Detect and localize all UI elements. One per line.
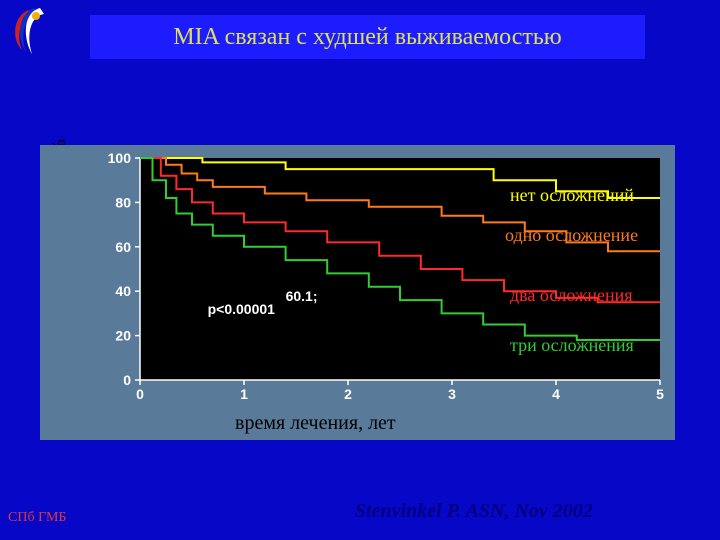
svg-text:40: 40: [115, 283, 131, 299]
slide: MIA связан с худшей выживаемостью выжива…: [0, 0, 720, 540]
svg-text:3: 3: [448, 386, 456, 402]
logo: [6, 6, 54, 64]
series-label-two-complications: два осложнения: [510, 285, 632, 306]
p-value-text: p<0.00001: [208, 301, 275, 317]
slide-title: MIA связан с худшей выживаемостью: [173, 24, 561, 51]
svg-text:0: 0: [136, 386, 144, 402]
svg-text:4: 4: [552, 386, 560, 402]
svg-text:60: 60: [115, 239, 131, 255]
svg-text:2: 2: [344, 386, 352, 402]
series-label-one-complication: одно осложнение: [505, 225, 638, 246]
svg-text:100: 100: [108, 150, 132, 166]
svg-text:1: 1: [240, 386, 248, 402]
svg-text:5: 5: [656, 386, 664, 402]
series-label-no-complications: нет осложнений: [510, 185, 634, 206]
svg-text:0: 0: [123, 372, 131, 388]
title-bar: MIA связан с худшей выживаемостью: [90, 15, 645, 59]
svg-text:20: 20: [115, 328, 131, 344]
footer-right: Stenvinkel P. ASN, Nov 2002: [355, 500, 593, 523]
p-extra-text: 60.1;: [286, 288, 318, 304]
x-axis-label: время лечения, лет: [235, 412, 396, 435]
series-label-three-complications: три осложнения: [510, 335, 634, 356]
svg-text:80: 80: [115, 194, 131, 210]
footer-left: СПб ГМБ: [8, 510, 66, 526]
